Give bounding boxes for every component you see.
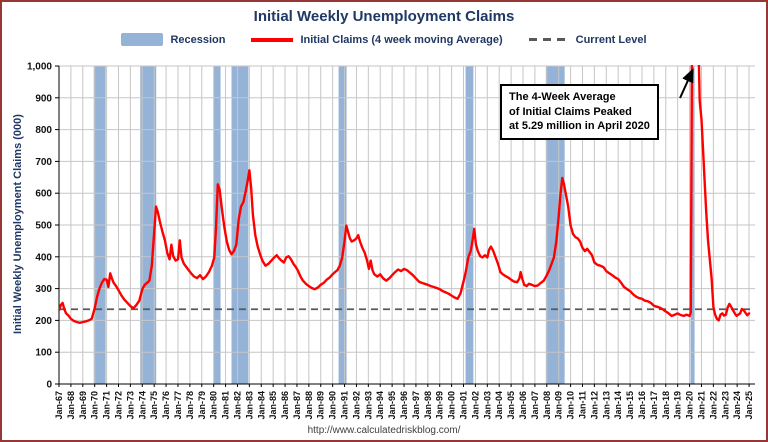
svg-text:Jan-09: Jan-09 (554, 391, 564, 420)
svg-text:Jan-77: Jan-77 (173, 391, 183, 420)
axes (55, 65, 755, 387)
svg-text:Jan-91: Jan-91 (340, 391, 350, 420)
annotation-arrow (679, 68, 694, 99)
svg-text:Jan-03: Jan-03 (482, 391, 492, 420)
svg-text:Jan-76: Jan-76 (161, 391, 171, 420)
svg-text:Jan-12: Jan-12 (589, 391, 599, 420)
svg-text:Jan-11: Jan-11 (577, 391, 587, 419)
svg-text:Jan-86: Jan-86 (280, 391, 290, 420)
svg-text:Jan-90: Jan-90 (328, 391, 338, 420)
svg-text:Jan-88: Jan-88 (304, 391, 314, 420)
legend-item-recession: Recession (121, 33, 225, 46)
svg-text:Jan-04: Jan-04 (494, 391, 504, 420)
svg-text:Jan-23: Jan-23 (720, 391, 730, 420)
svg-text:300: 300 (35, 284, 52, 295)
svg-text:Jan-75: Jan-75 (149, 391, 159, 420)
legend-item-initial-claims: Initial Claims (4 week moving Average) (251, 33, 503, 46)
svg-text:Jan-08: Jan-08 (542, 391, 552, 420)
svg-text:Jan-17: Jan-17 (649, 391, 659, 420)
svg-text:Jan-78: Jan-78 (185, 391, 195, 420)
svg-text:Jan-74: Jan-74 (137, 391, 147, 420)
svg-text:Jan-94: Jan-94 (375, 391, 385, 420)
svg-text:Jan-14: Jan-14 (613, 391, 623, 420)
svg-text:Jan-13: Jan-13 (601, 391, 611, 420)
svg-text:200: 200 (35, 316, 52, 327)
svg-text:1,000: 1,000 (27, 62, 52, 73)
svg-text:Jan-05: Jan-05 (506, 391, 516, 420)
legend-label-initial-claims: Initial Claims (4 week moving Average) (300, 33, 503, 46)
svg-text:Jan-89: Jan-89 (316, 391, 326, 420)
svg-text:Jan-15: Jan-15 (625, 391, 635, 420)
svg-text:Jan-25: Jan-25 (744, 391, 754, 420)
svg-text:Jan-92: Jan-92 (351, 391, 361, 420)
svg-text:800: 800 (35, 125, 52, 136)
svg-text:Jan-67: Jan-67 (54, 391, 64, 420)
svg-text:Jan-16: Jan-16 (637, 391, 647, 420)
svg-text:100: 100 (35, 348, 52, 359)
svg-text:Jan-99: Jan-99 (435, 391, 445, 420)
svg-text:700: 700 (35, 157, 52, 168)
svg-text:Jan-87: Jan-87 (292, 391, 302, 420)
legend-item-current-level: Current Level (528, 33, 647, 46)
svg-text:Jan-81: Jan-81 (221, 391, 231, 420)
svg-text:Jan-97: Jan-97 (411, 391, 421, 420)
legend-label-recession: Recession (170, 33, 226, 46)
annotation-line-2: of Initial Claims Peaked (509, 105, 632, 118)
svg-text:600: 600 (35, 189, 52, 200)
recession-swatch (121, 33, 164, 46)
svg-text:Jan-71: Jan-71 (102, 391, 112, 420)
svg-text:Jan-68: Jan-68 (66, 391, 76, 420)
y-tick-labels: 0 100 200 300 400 500 600 700 800 900 1,000 (27, 62, 52, 391)
annotation-line-1: The 4-Week Average (509, 91, 616, 103)
source-url: http://www.calculatedriskblog.com/ (307, 425, 461, 436)
svg-text:Jan-20: Jan-20 (685, 391, 695, 420)
annotation-line-3: at 5.29 million in April 2020 (509, 120, 650, 133)
svg-text:Jan-84: Jan-84 (256, 391, 266, 420)
svg-text:Jan-19: Jan-19 (673, 391, 683, 420)
current-level-swatch (528, 38, 569, 41)
svg-text:Jan-80: Jan-80 (209, 391, 219, 420)
svg-text:400: 400 (35, 252, 52, 263)
svg-text:Jan-02: Jan-02 (470, 391, 480, 420)
svg-text:Jan-72: Jan-72 (113, 391, 123, 420)
svg-text:Jan-24: Jan-24 (732, 391, 742, 420)
legend-label-current-level: Current Level (575, 33, 647, 46)
svg-text:Jan-00: Jan-00 (447, 391, 457, 420)
svg-text:900: 900 (35, 93, 52, 104)
svg-text:0: 0 (46, 380, 52, 391)
legend: Recession Initial Claims (4 week moving … (2, 33, 766, 46)
svg-text:500: 500 (35, 221, 52, 232)
svg-text:Jan-07: Jan-07 (530, 391, 540, 420)
claims-line (59, 65, 751, 325)
svg-text:Jan-10: Jan-10 (566, 391, 576, 420)
svg-text:Jan-96: Jan-96 (399, 391, 409, 420)
peak-annotation-box: The 4-Week Average of Initial Claims Pea… (500, 84, 659, 140)
svg-text:Jan-73: Jan-73 (125, 391, 135, 420)
svg-text:Jan-21: Jan-21 (696, 391, 706, 420)
claims-line-swatch (251, 37, 294, 42)
svg-text:Jan-83: Jan-83 (244, 391, 254, 420)
svg-text:Jan-98: Jan-98 (423, 391, 433, 420)
svg-text:Jan-06: Jan-06 (518, 391, 528, 420)
svg-text:Jan-18: Jan-18 (661, 391, 671, 420)
svg-text:Jan-85: Jan-85 (268, 391, 278, 420)
svg-text:Jan-79: Jan-79 (197, 391, 207, 420)
svg-text:Jan-01: Jan-01 (459, 391, 469, 420)
svg-text:Jan-22: Jan-22 (708, 391, 718, 420)
x-tick-labels: Jan-67 Jan-68 Jan-69 Jan-70 Jan-71 Jan-72 Jan-… (54, 391, 754, 420)
svg-text:Jan-69: Jan-69 (78, 391, 88, 420)
chart-title: Initial Weekly Unemployment Claims (253, 8, 515, 25)
svg-text:Jan-95: Jan-95 (387, 391, 397, 420)
svg-text:Jan-82: Jan-82 (232, 391, 242, 420)
svg-text:Jan-93: Jan-93 (363, 391, 373, 420)
svg-text:Jan-70: Jan-70 (90, 391, 100, 420)
